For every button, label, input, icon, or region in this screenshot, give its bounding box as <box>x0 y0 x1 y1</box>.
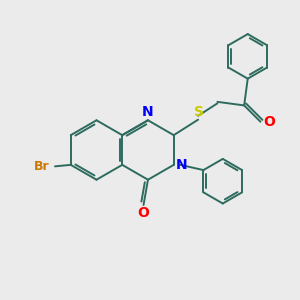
Text: O: O <box>263 115 275 129</box>
Text: O: O <box>138 206 149 220</box>
Text: S: S <box>194 105 204 119</box>
Text: N: N <box>176 158 188 172</box>
Text: N: N <box>142 105 153 119</box>
Text: Br: Br <box>34 160 50 173</box>
